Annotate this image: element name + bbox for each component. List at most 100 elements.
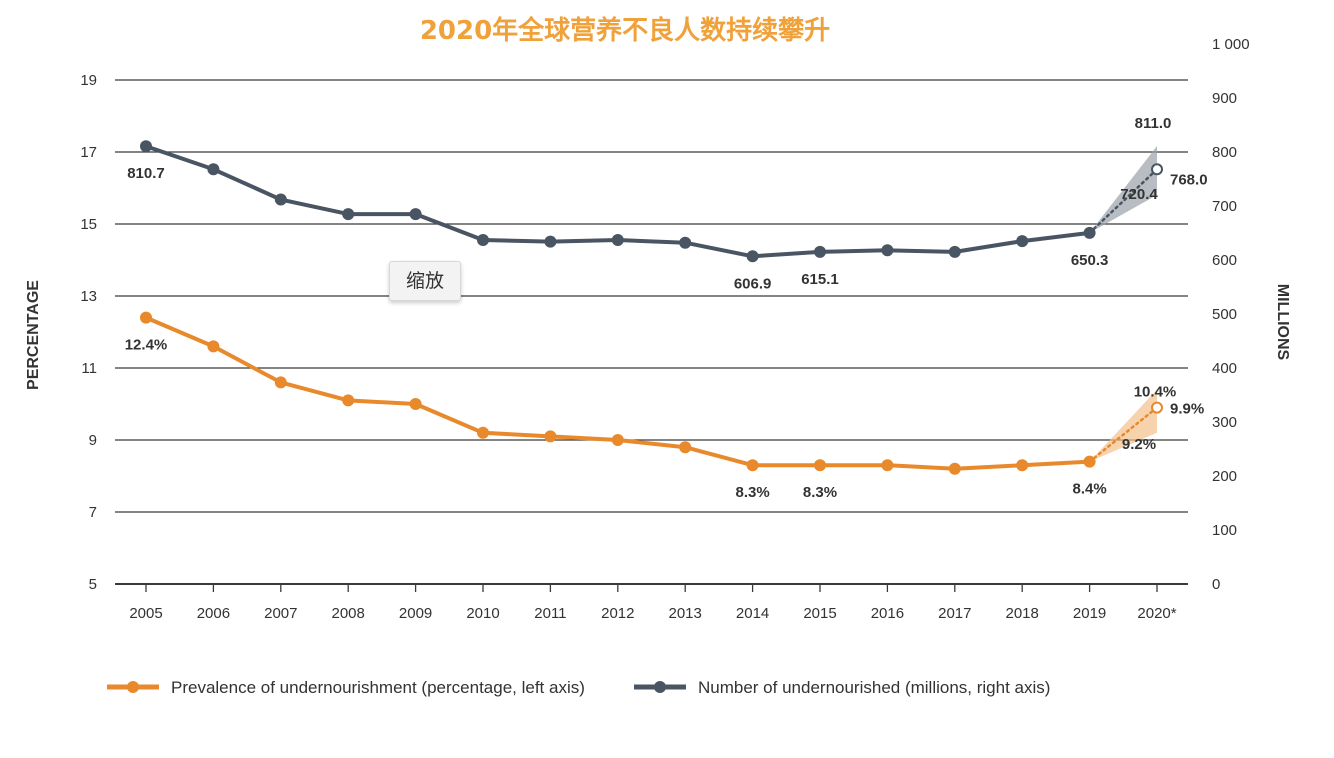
projection-point [1151, 401, 1163, 414]
x-tick-label: 2018 [1006, 605, 1039, 622]
data-point [746, 250, 759, 263]
data-point [140, 311, 152, 324]
chart-title: 2020年全球营养不良人数持续攀升 [419, 16, 831, 46]
left-axis-ticks: 5 7 9 11 13 15 17 19 [80, 72, 97, 593]
series-line [145, 315, 1090, 471]
right-tick-label: 500 [1212, 306, 1237, 323]
data-point [409, 208, 422, 221]
left-tick-label: 15 [80, 216, 97, 233]
x-tick-label: 2013 [669, 605, 702, 622]
legend-swatch-dot [127, 681, 139, 693]
right-tick-label: 300 [1212, 414, 1237, 431]
data-point [814, 459, 826, 472]
data-point [948, 245, 961, 258]
x-tick-label: 2014 [736, 605, 769, 622]
data-point [477, 234, 489, 247]
data-point [477, 426, 489, 439]
x-tick-label: 2015 [803, 605, 836, 622]
data-label-percent: 8.3% [803, 484, 837, 501]
right-axis-title: MILLIONS [1274, 284, 1291, 361]
data-point [948, 462, 961, 475]
legend-swatch-dot [654, 681, 666, 693]
left-tick-label: 5 [89, 576, 97, 593]
x-tick-label: 2017 [938, 605, 971, 622]
legend-label: Number of undernourished (millions, righ… [698, 678, 1050, 697]
x-tick-label: 2019 [1073, 605, 1106, 622]
projection-line [1088, 406, 1159, 463]
x-tick-label: 2016 [871, 605, 904, 622]
x-tick-label: 2020* [1137, 605, 1176, 622]
data-point [611, 434, 624, 446]
data-label-millions: 606.9 [734, 275, 772, 292]
data-point [342, 394, 355, 407]
data-point [611, 234, 624, 247]
left-tick-label: 9 [89, 432, 97, 449]
data-point [207, 163, 220, 176]
data-point [881, 244, 894, 257]
left-axis-title: PERCENTAGE [25, 280, 42, 390]
left-tick-label: 7 [89, 504, 97, 521]
legend: Prevalence of undernourishment (percenta… [107, 678, 1050, 697]
right-tick-label: 200 [1212, 468, 1237, 485]
data-label-millions: 650.3 [1071, 252, 1109, 269]
right-tick-label: 900 [1212, 90, 1237, 107]
data-point [814, 245, 826, 258]
legend-label: Prevalence of undernourishment (percenta… [171, 678, 585, 697]
x-tick-label: 2011 [534, 605, 566, 622]
left-tick-label: 13 [80, 288, 97, 305]
right-tick-label: 400 [1212, 360, 1237, 377]
data-point [544, 430, 557, 443]
data-label-percent: 8.4% [1072, 481, 1106, 498]
right-tick-label: 700 [1212, 198, 1237, 215]
data-point [746, 459, 759, 472]
left-tick-label: 11 [81, 360, 97, 377]
right-tick-label: 600 [1212, 252, 1237, 269]
data-point [1016, 235, 1029, 248]
left-tick-label: 19 [80, 72, 97, 89]
x-tick-label: 2005 [129, 605, 162, 622]
right-axis-ticks: 0 100 200 300 400 500 600 700 800 900 1 000 [1212, 36, 1250, 593]
data-label-percent-lower: 9.2% [1122, 436, 1156, 453]
data-point [1016, 459, 1029, 472]
data-label-percent: 12.4% [125, 337, 168, 354]
data-point [274, 376, 287, 389]
data-point [1083, 455, 1096, 468]
x-tick-label: 2008 [332, 605, 365, 622]
x-tick-label: 2009 [399, 605, 432, 622]
projection-point [1151, 163, 1163, 176]
data-point [207, 340, 220, 353]
data-point [1083, 226, 1096, 239]
zoom-tooltip: 缩放 [389, 261, 461, 301]
gridlines [115, 79, 1188, 585]
data-label-millions: 810.7 [127, 165, 165, 182]
data-point [679, 236, 692, 249]
data-label-millions-lower: 720.4 [1120, 186, 1158, 203]
projection-band [1089, 146, 1157, 233]
series-lines [140, 140, 1163, 475]
data-point [881, 459, 894, 472]
x-tick-label: 2007 [264, 605, 297, 622]
projection-band [1089, 389, 1157, 462]
projection-bands [1089, 146, 1157, 462]
data-label-percent-upper: 10.4% [1134, 384, 1177, 401]
data-point [342, 208, 355, 221]
projection-line [1088, 168, 1159, 235]
data-point [274, 193, 287, 206]
left-tick-label: 17 [80, 144, 97, 161]
x-tick-label: 2010 [466, 605, 499, 622]
data-label-percent-mid: 9.9% [1170, 401, 1204, 418]
data-labels: 810.7 606.9 615.1 650.3 12.4% 8.3% 8.3% 8.4% 811… [125, 115, 1208, 501]
data-point [679, 441, 692, 454]
data-point [140, 140, 152, 153]
x-axis-ticks: 2005 2006 2007 2008 2009 2010 2011 2012 2013 2014… [129, 584, 1177, 622]
x-tick-label: 2006 [197, 605, 230, 622]
data-label-percent: 8.3% [735, 484, 769, 501]
right-tick-label: 0 [1212, 576, 1220, 593]
right-tick-label: 100 [1212, 522, 1237, 539]
data-label-millions-mid: 768.0 [1170, 171, 1208, 188]
right-tick-label: 800 [1212, 144, 1237, 161]
right-tick-label: 1 000 [1212, 36, 1250, 53]
data-point [409, 398, 422, 410]
x-tick-label: 2012 [601, 605, 634, 622]
